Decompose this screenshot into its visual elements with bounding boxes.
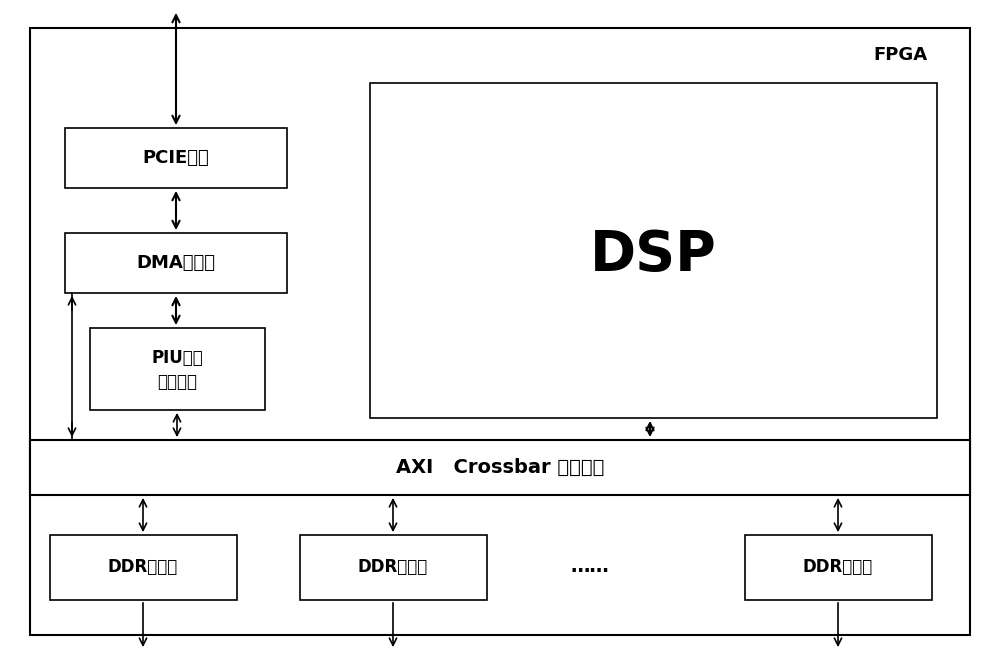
Bar	[50, 535, 237, 600]
Text: DDR控制器: DDR控制器	[803, 558, 873, 576]
Bar	[745, 535, 932, 600]
Text: ……: ……	[571, 557, 609, 577]
Bar	[90, 328, 265, 410]
Text: 接口部件: 接口部件	[157, 373, 197, 391]
Bar	[65, 128, 287, 188]
Text: FPGA: FPGA	[873, 46, 927, 64]
Text: PCIE接口: PCIE接口	[143, 149, 209, 167]
Bar	[30, 440, 970, 495]
Text: DDR控制器: DDR控制器	[358, 558, 428, 576]
Text: DDR控制器: DDR控制器	[108, 558, 178, 576]
Text: DSP: DSP	[590, 228, 716, 282]
Text: DMA控制器: DMA控制器	[136, 254, 216, 272]
Bar	[65, 233, 287, 293]
Bar	[300, 535, 487, 600]
Text: AXI   Crossbar 交叉开关: AXI Crossbar 交叉开关	[396, 458, 604, 477]
Bar	[370, 83, 937, 418]
Text: PIU外围: PIU外围	[151, 349, 203, 367]
